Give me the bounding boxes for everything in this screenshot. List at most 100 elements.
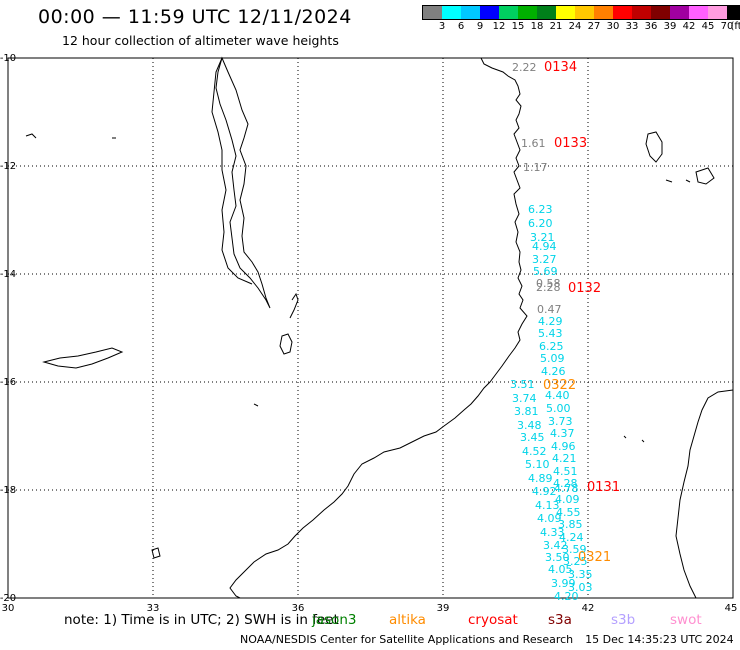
legend-tick-label: 9 <box>476 21 484 32</box>
wave-height-label: 4.24 <box>559 531 584 544</box>
comoros-island <box>645 131 663 163</box>
legend-swatch <box>423 6 442 19</box>
legend-tick-label: 45 <box>701 21 715 32</box>
wave-height-label: 6.23 <box>528 203 553 216</box>
wave-height-label: 4.89 <box>528 472 553 485</box>
wave-height-label: 6.25 <box>539 340 564 353</box>
satellite-name-cryosat: cryosat <box>468 612 518 628</box>
wave-height-label: 3.35 <box>568 568 593 581</box>
wave-height-label: 4.09 <box>537 512 562 525</box>
satellite-name-s3b: s3b <box>611 612 636 628</box>
wave-height-label: 3.48 <box>517 419 542 432</box>
legend-tick-label: 70 <box>720 21 734 32</box>
wave-height-label: 4.51 <box>553 465 578 478</box>
wave-height-label: 1.61 <box>521 137 546 150</box>
wave-height-label: 3.27 <box>532 253 557 266</box>
legend-swatch <box>708 6 727 19</box>
satellite-name-jason3: jason3 <box>312 612 357 628</box>
legend-swatch <box>670 6 689 19</box>
wave-height-label: 5.09 <box>540 352 565 365</box>
legend-tick-label: 24 <box>568 21 582 32</box>
madagascar-coastline <box>675 389 734 599</box>
legend-color-bar <box>422 5 740 20</box>
wave-height-label: 3.45 <box>520 431 545 444</box>
legend-swatch <box>537 6 556 19</box>
lon-label: 30 <box>2 603 15 614</box>
satellite-name-s3a: s3a <box>548 612 572 628</box>
wave-height-label: 3.85 <box>558 518 583 531</box>
comoros-island <box>685 179 691 183</box>
wave-height-label: 3.25 <box>563 555 588 568</box>
wave-height-label: 3.73 <box>548 415 573 428</box>
legend-tick-label: 21 <box>549 21 563 32</box>
coastlines <box>25 56 734 599</box>
wave-height-label: 4.33 <box>540 526 565 539</box>
wave-height-label: 2.22 <box>512 61 537 74</box>
footer: NOAA/NESDIS Center for Satellite Applica… <box>240 633 734 646</box>
wave-height-label: 0.58 <box>536 277 561 290</box>
pass-id-label: 0131 <box>587 480 620 495</box>
legend-swatch <box>480 6 499 19</box>
wave-height-label: 3.42 <box>543 539 568 552</box>
pass-id-label: 0322 <box>543 378 576 393</box>
lake-mweru <box>42 347 124 369</box>
note-text: note: 1) Time is in UTC; 2) SWH is in fe… <box>64 612 339 628</box>
legend-swatch <box>442 6 461 19</box>
wave-height-label: 4.26 <box>541 365 566 378</box>
legend-swatch <box>499 6 518 19</box>
legend-swatch <box>461 6 480 19</box>
map-frame <box>7 57 734 599</box>
lake-chilwa <box>279 333 293 355</box>
map-subtitle: 12 hour collection of altimeter wave hei… <box>62 33 339 48</box>
legend-swatch <box>689 6 708 19</box>
wave-height-label: 4.13 <box>535 499 560 512</box>
legend-swatch <box>632 6 651 19</box>
wave-height-label: 3.03 <box>568 581 593 594</box>
wave-height-label: 5.43 <box>538 327 563 340</box>
wave-height-label: 4.55 <box>556 506 581 519</box>
wave-height-label: 4.40 <box>545 389 570 402</box>
satellite-name-altika: altika <box>389 612 426 628</box>
comoros-island <box>665 179 673 183</box>
wave-height-label: 4.78 <box>554 482 579 495</box>
wave-height-label: 4.29 <box>538 315 563 328</box>
pass-id-label: 0134 <box>544 60 577 75</box>
wave-height-label: 4.37 <box>550 427 575 440</box>
legend-swatch <box>613 6 632 19</box>
wave-height-label: 4.21 <box>552 452 577 465</box>
legend-swatch <box>594 6 613 19</box>
lon-label: 45 <box>725 603 738 614</box>
wave-height-label: 3.99 <box>551 577 576 590</box>
wave-height-label: 0.47 <box>537 303 562 316</box>
legend-swatch <box>575 6 594 19</box>
lon-label: 42 <box>582 603 595 614</box>
mainland-coastline <box>229 57 528 599</box>
coastal-island <box>641 439 645 443</box>
legend-tick-label: 27 <box>587 21 601 32</box>
wave-height-label: 4.28 <box>553 477 578 490</box>
wave-height-label: 4.96 <box>551 440 576 453</box>
lat-label: -16 <box>0 377 16 388</box>
graticule <box>8 58 733 598</box>
pass-id-label: 0321 <box>578 550 611 565</box>
lake-malawi-west <box>211 57 253 285</box>
wave-height-label: 5.10 <box>525 458 550 471</box>
wave-height-label: 4.20 <box>554 590 579 603</box>
lat-label: -18 <box>0 485 16 496</box>
small-lake <box>253 403 259 407</box>
lat-label: -10 <box>0 53 16 64</box>
legend-tick-label: 42 <box>682 21 696 32</box>
legend-tick-label: 30 <box>606 21 620 32</box>
wave-height-label: 2.28 <box>536 281 561 294</box>
lon-label: 33 <box>147 603 160 614</box>
lat-label: -14 <box>0 269 16 280</box>
small-lake <box>151 547 161 559</box>
wave-height-label: 3.21 <box>530 231 555 244</box>
pass-id-label: 0133 <box>554 136 587 151</box>
lat-label: -20 <box>0 593 16 604</box>
legend-swatch <box>556 6 575 19</box>
wave-height-label: 4.52 <box>522 445 547 458</box>
legend-tick-label: 33 <box>625 21 639 32</box>
